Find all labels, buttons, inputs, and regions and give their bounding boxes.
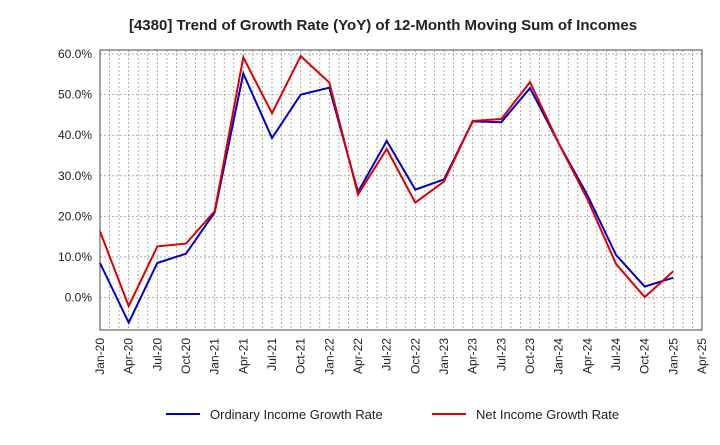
legend-label: Ordinary Income Growth Rate: [210, 407, 383, 422]
grid: [99, 50, 703, 330]
y-tick-label: 60.0%: [58, 47, 92, 61]
x-tick-label: Apr-25: [695, 338, 709, 374]
series-line-ordinary-income: [99, 70, 674, 326]
series-line-net-income: [99, 54, 674, 309]
x-tick-label: Jul-20: [150, 338, 164, 371]
x-tick-label: Jan-21: [208, 338, 222, 375]
x-tick-label: Oct-23: [523, 338, 537, 374]
x-tick-label: Jan-23: [437, 338, 451, 375]
y-tick-label: 50.0%: [58, 88, 92, 102]
x-tick-label: Apr-20: [122, 338, 136, 374]
x-tick-label: Apr-21: [236, 338, 250, 374]
x-tick-label: Jan-20: [93, 338, 107, 375]
series-lines: [99, 54, 674, 326]
x-tick-label: Jul-21: [265, 338, 279, 371]
chart-title: [4380] Trend of Growth Rate (YoY) of 12-…: [129, 17, 637, 34]
legend-label: Net Income Growth Rate: [476, 407, 619, 422]
x-tick-label: Oct-22: [408, 338, 422, 374]
x-axis: Jan-20 Apr-20 Jul-20 Oct-20 Jan-21 Apr-21 Jul-…: [93, 338, 709, 375]
x-tick-label: Jul-22: [380, 338, 394, 371]
y-tick-label: 0.0%: [65, 291, 93, 305]
x-tick-label: Oct-20: [179, 338, 193, 374]
y-axis: 0.0% 10.0% 20.0% 30.0% 40.0% 50.0% 60.0%: [58, 47, 92, 304]
x-tick-label: Apr-22: [351, 338, 365, 374]
y-tick-label: 30.0%: [58, 169, 92, 183]
x-tick-label: Jan-25: [666, 338, 680, 375]
x-tick-label: Jul-23: [494, 338, 508, 371]
x-tick-label: Jan-22: [322, 338, 336, 375]
x-tick-label: Jul-24: [609, 338, 623, 371]
x-tick-label: Oct-21: [294, 338, 308, 374]
plot-area: [99, 49, 703, 331]
y-tick-label: 20.0%: [58, 209, 92, 223]
y-tick-label: 10.0%: [58, 250, 92, 264]
y-tick-label: 40.0%: [58, 128, 92, 142]
x-tick-label: Oct-24: [638, 338, 652, 374]
x-tick-label: Jan-24: [552, 338, 566, 375]
x-tick-label: Apr-24: [580, 338, 594, 374]
x-tick-label: Apr-23: [466, 338, 480, 374]
legend: Ordinary Income Growth Rate Net Income Gr…: [166, 407, 619, 422]
